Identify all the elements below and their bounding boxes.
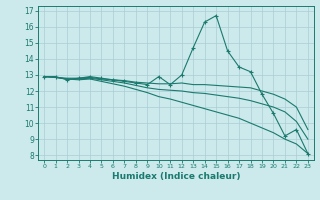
- X-axis label: Humidex (Indice chaleur): Humidex (Indice chaleur): [112, 172, 240, 181]
